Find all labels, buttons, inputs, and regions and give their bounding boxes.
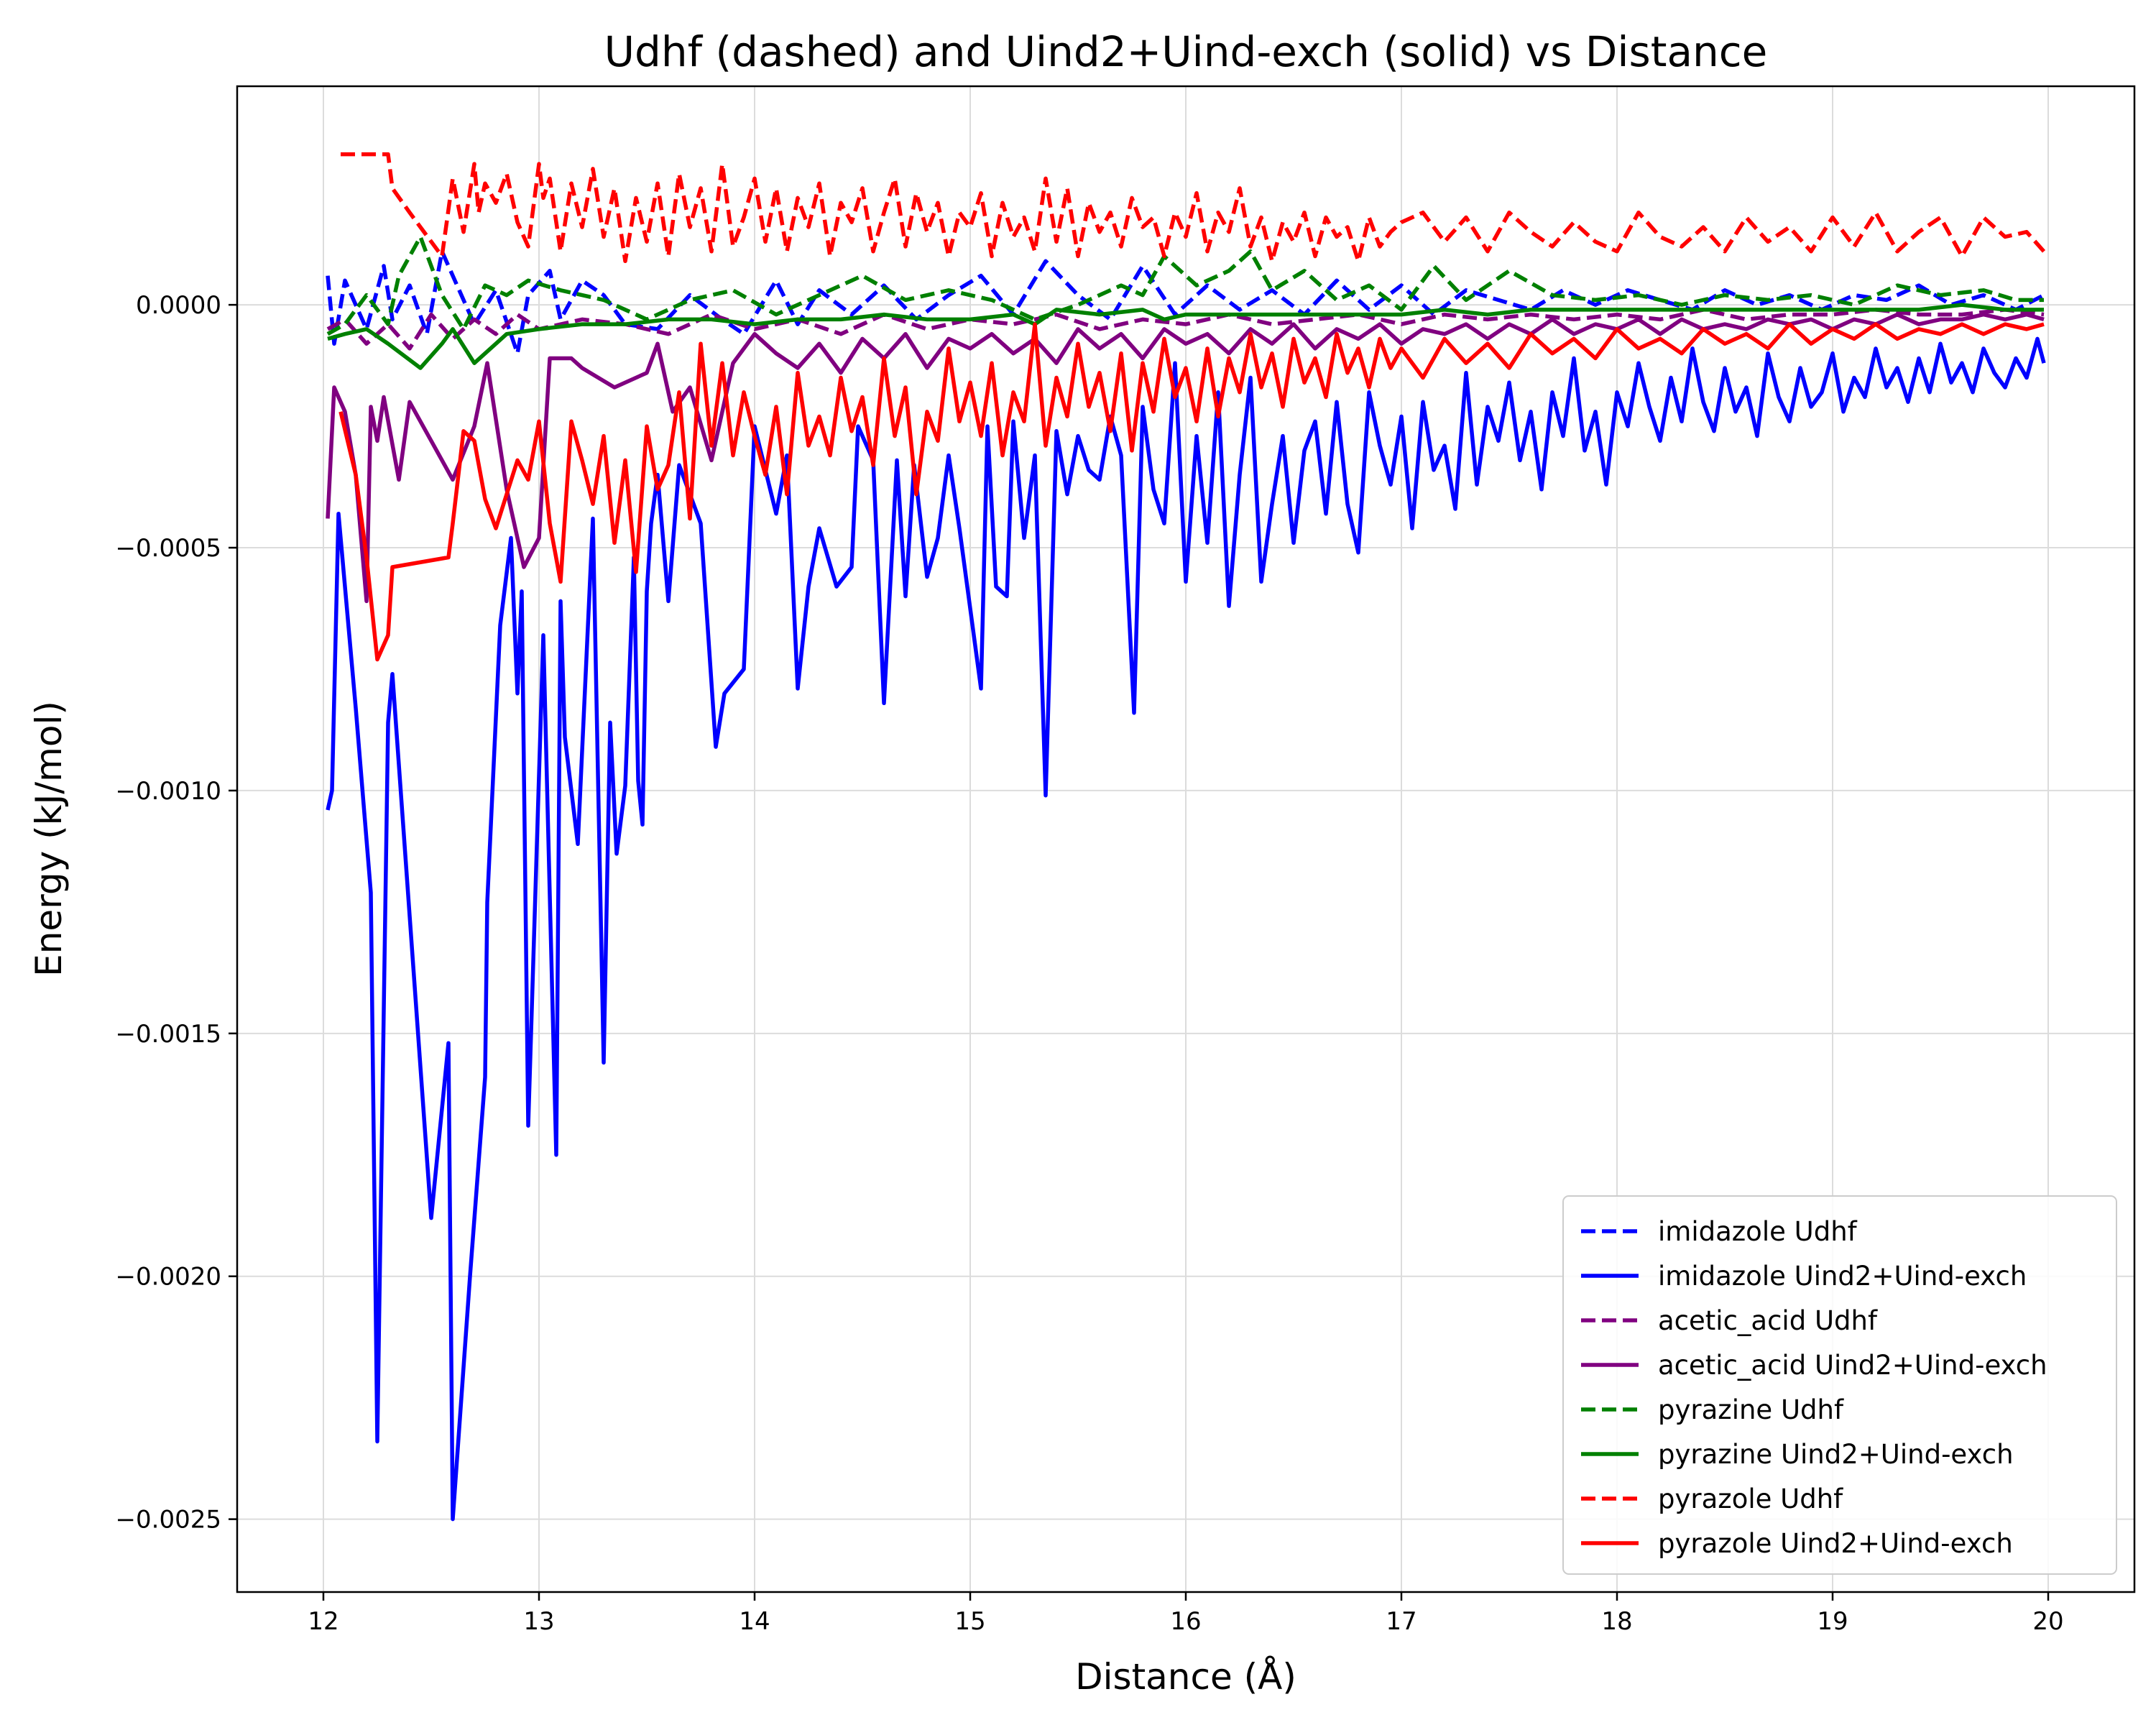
x-axis-label: Distance (Å) [1075,1656,1296,1698]
x-tick-label: 14 [739,1607,770,1636]
x-tick-label: 12 [308,1607,338,1636]
series-line-acetic-acid-uind2-uind-exch [326,312,2045,604]
legend: imidazole Udhf imidazole Uind2+Uind-exch a… [1562,1195,2117,1575]
legend-label: pyrazole Uind2+Uind-exch [1658,1528,2013,1559]
legend-label: imidazole Uind2+Uind-exch [1658,1261,2027,1292]
x-tick-label: 17 [1386,1607,1416,1636]
y-tick-label: −0.0015 [116,1020,221,1049]
x-tick-label: 18 [1601,1607,1632,1636]
legend-label: pyrazine Udhf [1658,1394,1844,1425]
series-line-pyrazine-uind2-uind-exch [327,303,2044,370]
y-tick-label: −0.0005 [116,534,221,563]
axis-ticks: 12 13 14 15 16 17 18 19 20 0.0000 −0.0005 −0.0010 −0… [116,291,2064,1636]
series-line-acetic-acid-udhf [326,308,2045,351]
plot-lines [326,152,2046,1522]
series-line-pyrazine-udhf [326,234,2044,336]
x-tick-label: 16 [1170,1607,1201,1636]
y-tick-label: −0.0025 [116,1506,221,1535]
series-line-imidazole-udhf [326,249,2045,356]
legend-label: pyrazole Udhf [1658,1484,1843,1514]
legend-box [1562,1195,2117,1575]
legend-label: pyrazine Uind2+Uind-exch [1658,1439,2014,1470]
chart-title: Udhf (dashed) and Uind2+Uind-exch (solid… [604,27,1768,76]
series-line-pyrazole-udhf [341,152,2046,264]
y-tick-label: −0.0010 [116,777,221,806]
y-axis-label: Energy (kJ/mol) [28,701,70,977]
x-tick-label: 13 [523,1607,554,1636]
legend-label: acetic_acid Uind2+Uind-exch [1658,1350,2047,1381]
x-tick-label: 19 [1817,1607,1848,1636]
legend-label: acetic_acid Udhf [1658,1305,1878,1336]
x-tick-label: 15 [954,1607,985,1636]
series-line-pyrazole-uind2-uind-exch [338,322,2045,662]
y-tick-label: 0.0000 [136,291,221,320]
series-line-imidazole-uind2-uind-exch [326,336,2046,1522]
x-tick-label: 20 [2032,1607,2063,1636]
legend-label: imidazole Udhf [1658,1216,1858,1247]
y-tick-label: −0.0020 [116,1263,221,1292]
